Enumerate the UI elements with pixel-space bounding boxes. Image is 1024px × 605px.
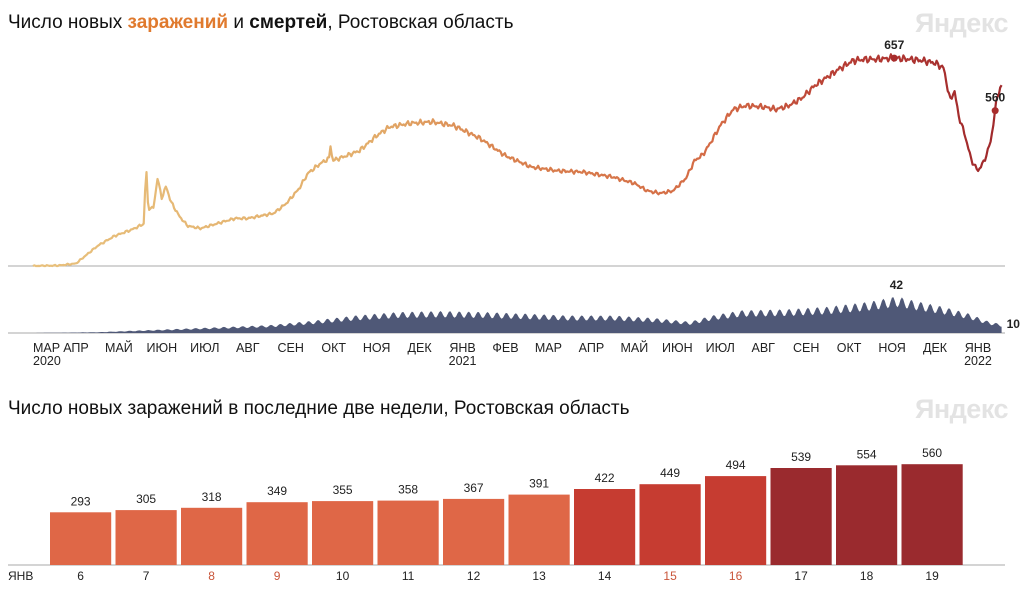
x-tick-label: МАР bbox=[33, 341, 60, 355]
x-tick-label: СЕН bbox=[793, 341, 819, 355]
bar-category-label: 8 bbox=[208, 569, 215, 583]
bar-value-label: 358 bbox=[398, 483, 418, 497]
bar-value-label: 293 bbox=[71, 494, 91, 508]
bar bbox=[443, 498, 505, 565]
x-tick-label: ОКТ bbox=[837, 341, 862, 355]
infections-annotation-dot bbox=[991, 107, 999, 115]
x-tick-label: МАЙ bbox=[620, 340, 648, 355]
bar-category-label: 17 bbox=[794, 569, 808, 583]
bar bbox=[705, 476, 767, 565]
infections-annotation-dot bbox=[890, 54, 898, 62]
x-tick-label: ФЕВ bbox=[492, 341, 518, 355]
x-tick-year-label: 2020 bbox=[33, 354, 61, 368]
x-tick-label: АПР bbox=[579, 341, 605, 355]
bar bbox=[639, 484, 701, 565]
bar-value-label: 560 bbox=[922, 446, 942, 460]
bar-value-label: 355 bbox=[333, 483, 353, 497]
bar-value-label: 318 bbox=[202, 490, 222, 504]
infections-series-line bbox=[32, 53, 1003, 268]
bar bbox=[377, 500, 439, 565]
bar bbox=[115, 510, 177, 565]
x-tick-label: ИЮН bbox=[662, 341, 693, 355]
bar bbox=[50, 512, 112, 565]
x-tick-label: ДЕК bbox=[923, 341, 948, 355]
bar-chart-title: Число новых заражений в последние две не… bbox=[8, 398, 630, 419]
bar bbox=[901, 464, 963, 565]
title-infections-word: заражений bbox=[127, 12, 229, 33]
x-tick-label: МАЙ bbox=[105, 340, 133, 355]
bar-value-label: 539 bbox=[791, 450, 811, 464]
x-tick-label: ДЕК bbox=[408, 341, 433, 355]
bar-category-label: 6 bbox=[77, 569, 84, 583]
bar-value-label: 494 bbox=[726, 458, 746, 472]
bar-category-label: 11 bbox=[402, 569, 415, 583]
x-tick-year-label: 2022 bbox=[964, 354, 992, 368]
title-middle: и bbox=[228, 12, 250, 33]
x-tick-year-label: 2021 bbox=[449, 354, 477, 368]
bar bbox=[574, 489, 636, 565]
bar-month-label: ЯНВ bbox=[8, 569, 33, 583]
bar-category-label: 7 bbox=[143, 569, 150, 583]
bar bbox=[836, 465, 898, 565]
title-suffix: , Ростовская область bbox=[327, 12, 514, 33]
title-prefix: Число новых bbox=[8, 12, 128, 33]
bar-value-label: 422 bbox=[595, 471, 615, 485]
x-tick-label: АПР bbox=[63, 341, 89, 355]
x-tick-label: ОКТ bbox=[321, 341, 346, 355]
bar-category-label: 14 bbox=[598, 569, 612, 583]
bar-category-label: 9 bbox=[274, 569, 281, 583]
bar-category-label: 10 bbox=[336, 569, 350, 583]
bar-value-label: 449 bbox=[660, 466, 680, 480]
bar-category-label: 12 bbox=[467, 569, 481, 583]
bar-value-label: 305 bbox=[136, 492, 156, 506]
brand-logo: Яндекс bbox=[914, 8, 1009, 38]
line-chart-title: Число новых заражений и смертей, Ростовс… bbox=[8, 12, 513, 34]
infections-annotation-label: 657 bbox=[884, 38, 904, 52]
bar bbox=[246, 502, 308, 565]
bar-category-label: 18 bbox=[860, 569, 874, 583]
bar-category-label: 16 bbox=[729, 569, 743, 583]
bar bbox=[508, 494, 570, 565]
brand-logo-2: Яндекс bbox=[914, 394, 1009, 424]
x-tick-label: АВГ bbox=[751, 341, 775, 355]
x-tick-label: СЕН bbox=[278, 341, 304, 355]
title-deaths-word: смертей bbox=[249, 12, 328, 33]
bar bbox=[181, 507, 243, 565]
bar-category-label: 13 bbox=[532, 569, 546, 583]
x-tick-label: ЯНВ bbox=[965, 341, 991, 355]
x-tick-label: НОЯ bbox=[363, 341, 391, 355]
bar-category-label: 15 bbox=[663, 569, 677, 583]
bar-value-label: 367 bbox=[464, 481, 484, 495]
x-tick-label: МАР bbox=[535, 341, 562, 355]
bar bbox=[312, 501, 374, 565]
x-tick-label: ИЮН bbox=[147, 341, 178, 355]
bar bbox=[770, 468, 832, 565]
x-tick-label: АВГ bbox=[236, 341, 260, 355]
x-tick-label: НОЯ bbox=[878, 341, 906, 355]
bar-value-label: 554 bbox=[857, 447, 877, 461]
deaths-series-area bbox=[33, 297, 1002, 333]
bar-category-label: 19 bbox=[925, 569, 939, 583]
deaths-annotation-label: 42 bbox=[890, 278, 904, 292]
x-tick-label: ИЮЛ bbox=[706, 341, 735, 355]
x-tick-label: ИЮЛ bbox=[190, 341, 219, 355]
x-tick-label: ЯНВ bbox=[449, 341, 475, 355]
bar-value-label: 349 bbox=[267, 484, 287, 498]
deaths-annotation-label: 10 bbox=[1007, 317, 1021, 331]
bar-value-label: 391 bbox=[529, 477, 549, 491]
infections-annotation-label: 560 bbox=[985, 91, 1005, 105]
